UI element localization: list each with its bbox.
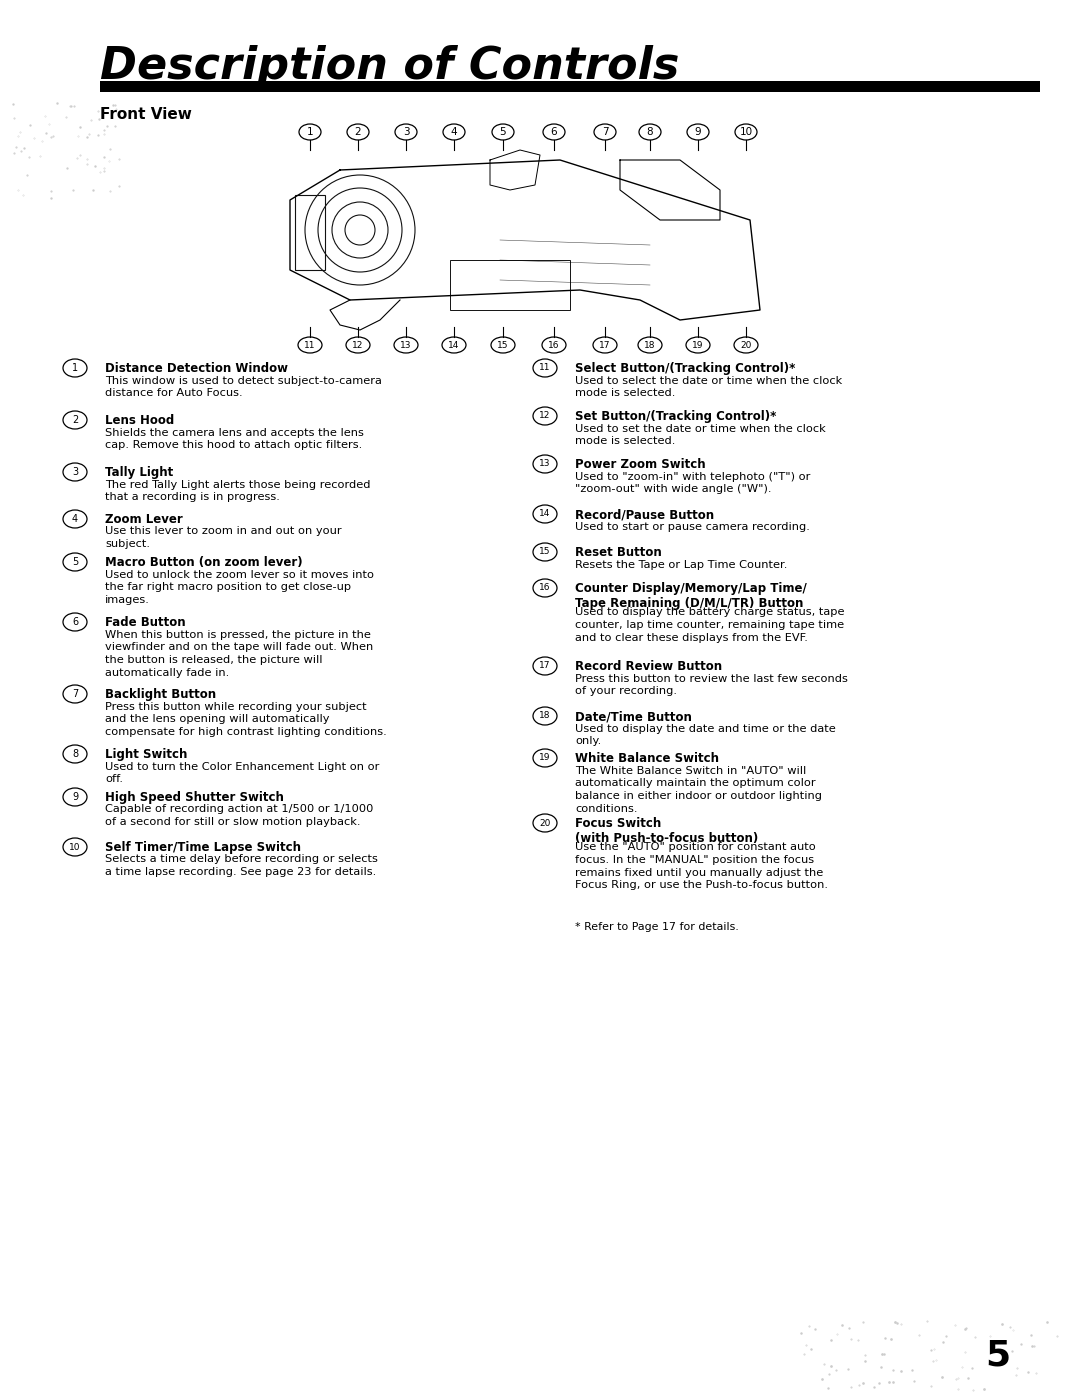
Text: Reset Button: Reset Button: [575, 546, 662, 559]
Bar: [450, 260, 570, 309]
Text: 6: 6: [551, 127, 557, 137]
Text: 13: 13: [401, 340, 411, 350]
Text: 18: 18: [539, 711, 551, 721]
Text: The White Balance Switch in "AUTO" will
automatically maintain the optimum color: The White Balance Switch in "AUTO" will …: [575, 766, 822, 813]
Text: Record/Pause Button: Record/Pause Button: [575, 508, 714, 521]
Text: Resets the Tape or Lap Time Counter.: Resets the Tape or Lap Time Counter.: [575, 560, 787, 570]
Text: 12: 12: [352, 340, 364, 350]
Text: Used to set the date or time when the clock
mode is selected.: Used to set the date or time when the cl…: [575, 423, 826, 447]
Text: Used to display the battery charge status, tape
counter, lap time counter, remai: Used to display the battery charge statu…: [575, 608, 845, 643]
Text: 6: 6: [72, 617, 78, 627]
Text: 7: 7: [72, 689, 78, 699]
Text: Used to start or pause camera recording.: Used to start or pause camera recording.: [575, 522, 810, 532]
Text: 13: 13: [539, 459, 551, 469]
Text: White Balance Switch: White Balance Switch: [575, 752, 719, 764]
Text: 4: 4: [450, 127, 457, 137]
Text: 3: 3: [403, 127, 409, 137]
Bar: [100, 81, 1040, 92]
Text: Date/Time Button: Date/Time Button: [575, 710, 692, 722]
Text: Distance Detection Window: Distance Detection Window: [105, 363, 288, 375]
Text: 18: 18: [645, 340, 656, 350]
Text: Power Zoom Switch: Power Zoom Switch: [575, 458, 705, 470]
Text: 16: 16: [549, 340, 559, 350]
Text: * Refer to Page 17 for details.: * Refer to Page 17 for details.: [575, 923, 739, 932]
Text: Capable of recording action at 1/500 or 1/1000
of a second for still or slow mot: Capable of recording action at 1/500 or …: [105, 805, 374, 827]
Text: Press this button to review the last few seconds
of your recording.: Press this button to review the last few…: [575, 673, 848, 696]
Text: 7: 7: [602, 127, 608, 137]
Text: Used to unlock the zoom lever so it moves into
the far right macro position to g: Used to unlock the zoom lever so it move…: [105, 570, 374, 605]
Text: Description of Controls: Description of Controls: [100, 45, 679, 88]
Text: 15: 15: [539, 547, 551, 556]
Text: Press this button while recording your subject
and the lens opening will automat: Press this button while recording your s…: [105, 701, 387, 736]
Bar: [295, 195, 325, 270]
Text: 9: 9: [694, 127, 701, 137]
Text: High Speed Shutter Switch: High Speed Shutter Switch: [105, 791, 284, 804]
Text: 5: 5: [72, 557, 78, 567]
Text: Shields the camera lens and accepts the lens
cap. Remove this hood to attach opt: Shields the camera lens and accepts the …: [105, 427, 364, 451]
Text: Used to select the date or time when the clock
mode is selected.: Used to select the date or time when the…: [575, 375, 842, 398]
Text: 5: 5: [985, 1338, 1010, 1372]
Text: 17: 17: [599, 340, 611, 350]
Text: 1: 1: [307, 127, 313, 137]
Text: Light Switch: Light Switch: [105, 748, 187, 762]
Text: 3: 3: [72, 468, 78, 477]
Text: Counter Display/Memory/Lap Time/
Tape Remaining (D/M/L/TR) Button: Counter Display/Memory/Lap Time/ Tape Re…: [575, 582, 807, 610]
Text: 14: 14: [539, 510, 551, 518]
Text: 19: 19: [692, 340, 704, 350]
Text: Macro Button (on zoom lever): Macro Button (on zoom lever): [105, 556, 302, 568]
Text: Used to display the date and time or the date
only.: Used to display the date and time or the…: [575, 724, 836, 746]
Text: When this button is pressed, the picture in the
viewfinder and on the tape will : When this button is pressed, the picture…: [105, 630, 374, 678]
Text: 15: 15: [497, 340, 509, 350]
Text: 16: 16: [539, 584, 551, 592]
Text: Record Review Button: Record Review Button: [575, 659, 723, 673]
Text: 10: 10: [69, 843, 81, 851]
Text: Focus Switch
(with Push-to-focus button): Focus Switch (with Push-to-focus button): [575, 818, 758, 846]
Text: 10: 10: [740, 127, 753, 137]
Text: Backlight Button: Backlight Button: [105, 687, 216, 701]
Text: Selects a time delay before recording or selects
a time lapse recording. See pag: Selects a time delay before recording or…: [105, 854, 378, 878]
Text: Use the "AUTO" position for constant auto
focus. In the "MANUAL" position the fo: Use the "AUTO" position for constant aut…: [575, 841, 828, 890]
Text: Used to "zoom-in" with telephoto ("T") or
"zoom-out" with wide angle ("W").: Used to "zoom-in" with telephoto ("T") o…: [575, 472, 810, 494]
Text: 19: 19: [539, 753, 551, 763]
Text: Self Timer/Time Lapse Switch: Self Timer/Time Lapse Switch: [105, 841, 301, 854]
Text: Set Button/(Tracking Control)*: Set Button/(Tracking Control)*: [575, 410, 777, 423]
Text: Used to turn the Color Enhancement Light on or
off.: Used to turn the Color Enhancement Light…: [105, 762, 379, 784]
Text: 2: 2: [72, 414, 78, 426]
Text: 9: 9: [72, 792, 78, 802]
Text: Tally Light: Tally Light: [105, 466, 173, 479]
Text: Fade Button: Fade Button: [105, 616, 186, 629]
Text: 11: 11: [305, 340, 315, 350]
Text: The red Tally Light alerts those being recorded
that a recording is in progress.: The red Tally Light alerts those being r…: [105, 479, 370, 503]
Text: Zoom Lever: Zoom Lever: [105, 512, 183, 526]
Text: 8: 8: [72, 749, 78, 759]
Text: This window is used to detect subject-to-camera
distance for Auto Focus.: This window is used to detect subject-to…: [105, 375, 382, 398]
Text: 5: 5: [500, 127, 507, 137]
Text: 17: 17: [539, 662, 551, 671]
Text: Use this lever to zoom in and out on your
subject.: Use this lever to zoom in and out on you…: [105, 526, 341, 549]
Text: 2: 2: [354, 127, 362, 137]
Text: 14: 14: [448, 340, 460, 350]
Text: 8: 8: [647, 127, 653, 137]
Text: 20: 20: [740, 340, 752, 350]
Text: Lens Hood: Lens Hood: [105, 414, 174, 427]
Text: Front View: Front View: [100, 106, 192, 122]
Text: 1: 1: [72, 363, 78, 372]
Text: 11: 11: [539, 364, 551, 372]
Text: 12: 12: [539, 412, 551, 420]
Text: Select Button/(Tracking Control)*: Select Button/(Tracking Control)*: [575, 363, 795, 375]
Text: 20: 20: [539, 819, 551, 827]
Text: 4: 4: [72, 514, 78, 524]
